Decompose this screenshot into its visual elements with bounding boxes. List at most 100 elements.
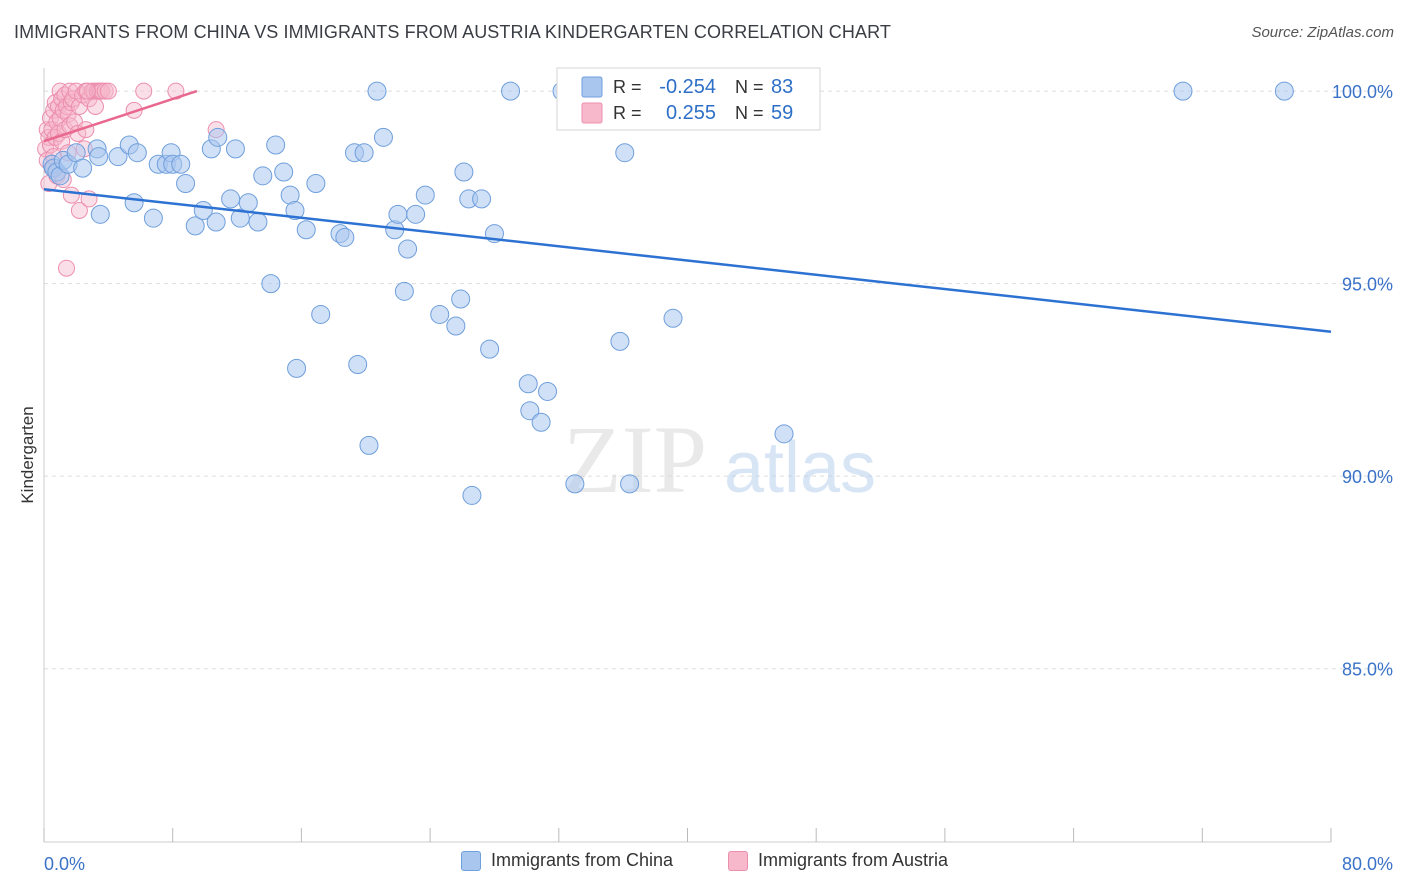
legend-china-swatch bbox=[581, 76, 603, 98]
legend-austria-label: Immigrants from Austria bbox=[758, 850, 949, 870]
china-point bbox=[501, 81, 521, 101]
china-point bbox=[287, 358, 307, 378]
austria-swatch bbox=[728, 850, 748, 871]
china-point bbox=[261, 274, 281, 294]
china-point bbox=[73, 158, 93, 178]
chart-title: IMMIGRANTS FROM CHINA VS IMMIGRANTS FROM… bbox=[14, 22, 891, 42]
china-point bbox=[454, 162, 474, 182]
y-tick-label: 95.0% bbox=[1342, 275, 1393, 295]
y-tick-label: 100.0% bbox=[1332, 82, 1393, 102]
legend-item-china[interactable]: Immigrants from China bbox=[461, 850, 673, 871]
china-point bbox=[225, 139, 245, 159]
austria-trend-line bbox=[43, 89, 198, 143]
legend-item-austria[interactable]: Immigrants from Austria bbox=[728, 850, 948, 871]
china-point bbox=[430, 304, 450, 324]
china-point bbox=[296, 220, 316, 240]
legend-china-r-label: R = bbox=[613, 77, 642, 97]
legend-china-n-value: 83 bbox=[771, 76, 793, 98]
legend-china-r-value: -0.254 bbox=[659, 76, 716, 98]
watermark-atlas: atlas bbox=[724, 428, 876, 508]
china-point bbox=[663, 308, 683, 328]
china-point bbox=[1173, 81, 1193, 101]
austria-point bbox=[99, 82, 117, 100]
china-point bbox=[354, 143, 374, 163]
legend-austria-n-value: 59 bbox=[771, 102, 793, 124]
china-point bbox=[248, 212, 268, 232]
china-point bbox=[1274, 81, 1294, 101]
x-tick-label: 0.0% bbox=[44, 854, 85, 874]
china-point bbox=[462, 485, 482, 505]
china-point bbox=[774, 424, 794, 444]
china-point bbox=[615, 143, 635, 163]
china-point bbox=[274, 162, 294, 182]
china-point bbox=[171, 154, 191, 174]
austria-point bbox=[70, 201, 88, 219]
china-point bbox=[446, 316, 466, 336]
china-point bbox=[348, 355, 368, 375]
china-point bbox=[531, 412, 551, 432]
austria-point bbox=[78, 82, 96, 100]
source-label: Source: ZipAtlas.com bbox=[1251, 24, 1394, 41]
austria-point bbox=[62, 186, 80, 204]
china-point bbox=[480, 339, 500, 359]
axes bbox=[43, 68, 1332, 843]
china-point bbox=[520, 401, 540, 421]
china-series bbox=[42, 81, 1294, 505]
legend-china-label: Immigrants from China bbox=[491, 850, 674, 870]
china-point bbox=[285, 200, 305, 220]
china-point bbox=[359, 435, 379, 455]
china-point bbox=[565, 474, 585, 494]
china-point bbox=[89, 147, 109, 167]
china-point bbox=[398, 239, 418, 259]
gridlines bbox=[44, 90, 1390, 670]
china-point bbox=[472, 189, 492, 209]
china-point bbox=[406, 204, 426, 224]
china-point bbox=[620, 474, 640, 494]
china-point bbox=[388, 204, 408, 224]
watermark-zip: ZIP bbox=[563, 406, 707, 513]
china-point bbox=[127, 143, 147, 163]
china-point bbox=[253, 166, 273, 186]
legend-austria-swatch bbox=[581, 102, 603, 124]
tick-labels: 100.0% 95.0% 90.0% 85.0% 0.0% 80.0% bbox=[44, 82, 1393, 874]
trend-lines bbox=[43, 89, 1332, 334]
legend-austria-r-label: R = bbox=[613, 103, 642, 123]
china-point bbox=[451, 289, 471, 309]
china-swatch bbox=[461, 850, 481, 871]
china-point bbox=[311, 304, 331, 324]
china-point bbox=[206, 212, 226, 232]
china-point bbox=[367, 81, 387, 101]
china-point bbox=[176, 174, 196, 194]
china-point bbox=[306, 174, 326, 194]
china-point bbox=[518, 374, 538, 394]
china-point bbox=[538, 381, 558, 401]
china-point bbox=[373, 127, 393, 147]
legend-box: R = -0.254 N = 83 R = 0.255 N = 59 bbox=[556, 67, 821, 131]
china-point bbox=[610, 331, 630, 351]
china-point bbox=[208, 127, 228, 147]
china-point bbox=[90, 204, 110, 224]
china-point bbox=[266, 135, 286, 155]
china-point bbox=[221, 189, 241, 209]
china-point bbox=[185, 216, 205, 236]
austria-point bbox=[58, 259, 76, 277]
bottom-legend: Immigrants from China Immigrants from Au… bbox=[0, 850, 1406, 878]
austria-point bbox=[86, 98, 104, 116]
china-point bbox=[415, 185, 435, 205]
china-point bbox=[124, 193, 144, 213]
china-point bbox=[143, 208, 163, 228]
legend-china-n-label: N = bbox=[735, 77, 764, 97]
china-point bbox=[335, 227, 355, 247]
china-point bbox=[394, 281, 414, 301]
x-tick-label: 80.0% bbox=[1342, 854, 1393, 874]
legend-austria-r-value: 0.255 bbox=[666, 102, 716, 124]
china-point bbox=[238, 193, 258, 213]
china-trend-line bbox=[43, 188, 1332, 334]
legend-austria-n-label: N = bbox=[735, 103, 764, 123]
y-tick-label: 90.0% bbox=[1342, 467, 1393, 487]
y-tick-label: 85.0% bbox=[1342, 660, 1393, 680]
watermark: ZIP atlas bbox=[563, 406, 876, 513]
china-point bbox=[108, 147, 128, 167]
china-point bbox=[230, 208, 250, 228]
